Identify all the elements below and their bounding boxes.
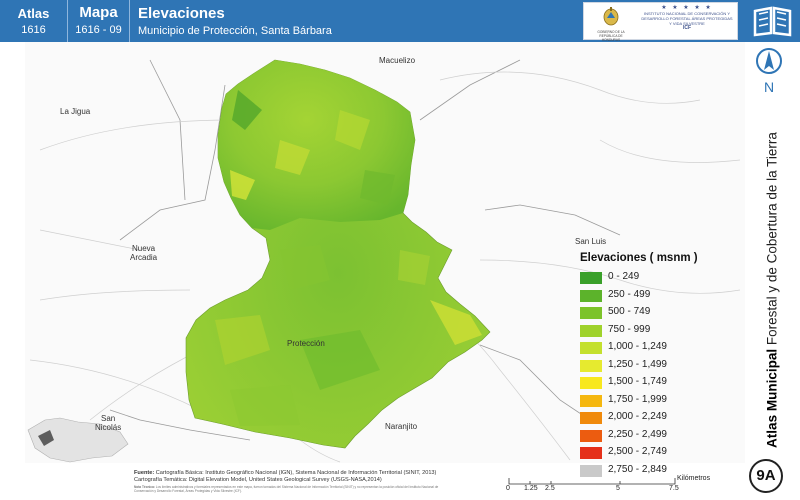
legend-item: 1,750 - 1,999 [575,393,745,411]
page-badge: 9A [749,459,783,493]
title-cell: Elevaciones Municipio de Protección, San… [130,0,575,42]
north-label: N [763,79,775,95]
technical-note-text: Los límites administrativos y forestales… [134,484,439,494]
legend-label: 1,500 - 1,749 [608,376,667,387]
map-svg [27,59,741,463]
atlas-cell: Atlas 1616 [0,0,68,42]
institution-logos: GOBIERNO DE LA REPÚBLICA DE HONDURAS ★ ★… [583,2,738,42]
legend-item: 0 - 249 [575,270,745,288]
government-logo: GOBIERNO DE LA REPÚBLICA DE HONDURAS [590,6,632,42]
icf-logo: ★ ★ ★ ★ ★ INSTITUTO NACIONAL DE CONSERVA… [640,5,734,38]
vertical-title-rest: Forestal y de Cobertura de la Tierra [764,132,780,349]
place-san-nicolas: San Nicolás [95,414,122,432]
atlas-vertical-title: Atlas Municipal Forestal y de Cobertura … [765,132,780,448]
source-label: Fuente: [134,470,155,476]
legend-swatch [580,359,602,372]
municipality-elevation [185,59,491,449]
vertical-title-bold: Atlas Municipal [764,348,780,448]
legend-label: 1,000 - 1,249 [608,341,667,352]
legend-swatch [580,412,602,424]
legend-label: 1,250 - 1,499 [608,358,667,370]
scale-bar: 0 1.25 2.5 5 7.5 Kilómetros [505,475,740,497]
elevation-legend: Elevaciones ( msnm ) 0 - 249 250 - 499 500… [575,250,745,480]
technical-note: Nota Técnica: Los límites administrativo… [134,485,439,493]
technical-note-label: Nota Técnica: [134,484,155,489]
coat-of-arms-icon [603,7,619,26]
place-nueva-arcadia: Nueva Arcadia [130,244,158,262]
map-canvas: Macuelizo La Jigua San Luis Nueva Arcadi… [25,42,745,463]
legend-swatch [580,272,602,284]
scale-tick-label: 0 [506,485,510,492]
legend-title: Elevaciones ( msnm ) [580,252,698,264]
legend-item: 1,250 - 1,499 [575,358,745,376]
boundary-lines [109,59,621,441]
map-header: Atlas 1616 Mapa 1616 - 09 Elevaciones Mu… [0,0,745,42]
place-naranjito: Naranjito [385,422,418,431]
scale-unit-label: Kilómetros [677,475,711,482]
mapa-code: 1616 - 09 [75,24,122,36]
legend-label: 250 - 499 [608,288,651,300]
legend-swatch [580,324,602,337]
legend-label: 2,250 - 2,499 [608,428,667,440]
logo-stars: ★ ★ ★ ★ ★ [661,5,713,11]
legend-label: 2,500 - 2,749 [608,446,667,457]
legend-rows: 0 - 249 250 - 499 500 - 749 750 - 999 1,000 … [575,270,745,480]
scale-tick-label: 7.5 [669,485,679,492]
legend-item: 2,500 - 2,749 [575,445,745,463]
place-la-jigua: La Jigua [60,107,91,116]
scale-bar-graphic [508,478,676,485]
legend-swatch [580,464,602,477]
legend-label: 1,750 - 1,999 [608,393,667,405]
source-line-2: Cartografía Temática: Digital Elevation … [134,477,382,484]
legend-item: 750 - 999 [575,323,745,341]
legend-swatch [580,377,602,389]
atlas-code: 1616 [21,24,46,36]
map-subtitle: Municipio de Protección, Santa Bárbara [138,25,332,37]
atlas-book-tab [745,0,800,42]
legend-label: 750 - 999 [608,323,651,335]
mapa-label: Mapa [79,4,118,21]
legend-item: 2,250 - 2,499 [575,428,745,446]
legend-item: 2,750 - 2,849 [575,463,745,481]
source-line-1: Cartografía Básica: Instituto Geográfico… [155,470,437,476]
atlas-label: Atlas [17,6,50,21]
legend-item: 1,000 - 1,249 [575,340,745,358]
place-san-luis: San Luis [575,237,607,246]
scale-tick-label: 1.25 [524,485,538,492]
map-title: Elevaciones [138,5,225,22]
legend-swatch [580,289,602,302]
legend-label: 500 - 749 [608,306,651,317]
government-logo-text: GOBIERNO DE LA REPÚBLICA DE HONDURAS [597,30,625,42]
legend-item: 250 - 499 [575,288,745,306]
legend-swatch [580,342,602,354]
legend-label: 0 - 249 [608,271,640,282]
honduras-inset-map [27,417,129,463]
north-arrow-icon [756,48,782,74]
legend-swatch [580,394,602,407]
right-sidebar [745,0,800,500]
legend-item: 500 - 749 [575,305,745,323]
legend-swatch [580,447,602,459]
scale-tick-label: 5 [616,485,620,492]
place-macuelizo: Macuelizo [379,56,416,65]
legend-item: 2,000 - 2,249 [575,410,745,428]
legend-item: 1,500 - 1,749 [575,375,745,393]
scale-tick-label: 2.5 [545,485,555,492]
legend-swatch [580,429,602,442]
mapa-cell: Mapa 1616 - 09 [68,0,130,42]
icf-logo-text: INSTITUTO NACIONAL DE CONSERVACIÓN Y DES… [641,11,733,26]
place-proteccion: Protección [287,339,325,348]
icf-acronym: ICF [682,25,692,31]
legend-label: 2,750 - 2,849 [608,463,667,475]
legend-swatch [580,307,602,319]
source-notes: Fuente: Cartografía Básica: Instituto Ge… [134,470,439,493]
open-book-icon [753,6,792,37]
legend-label: 2,000 - 2,249 [608,411,667,422]
